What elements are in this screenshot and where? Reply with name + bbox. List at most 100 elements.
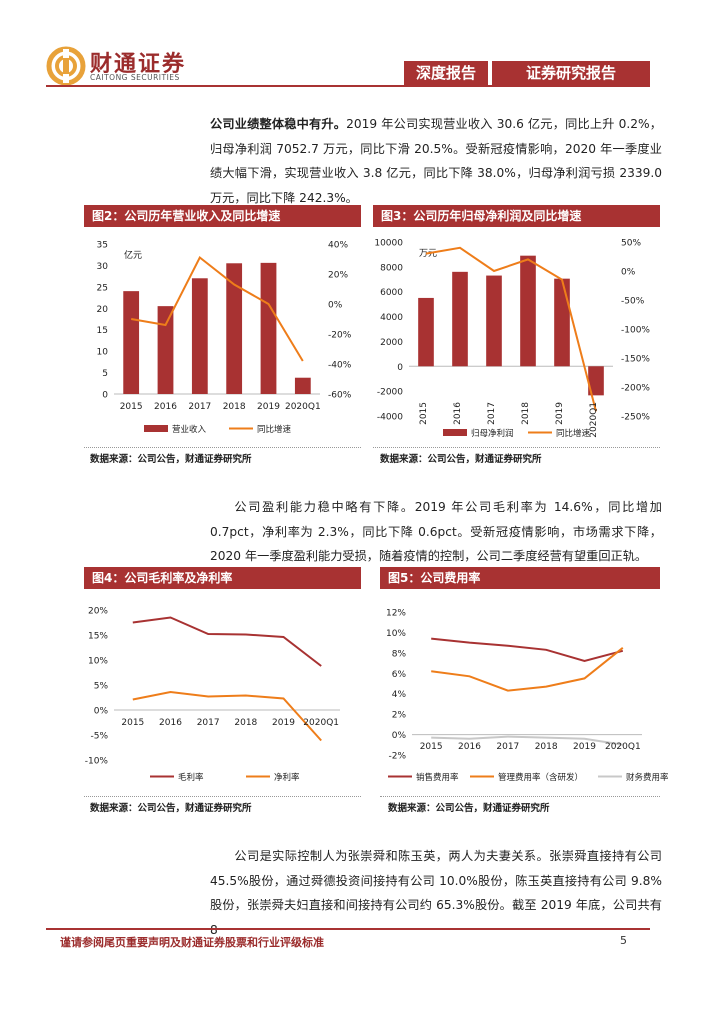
report-type-tag: 深度报告 <box>404 61 488 85</box>
y-tick-label: 4000 <box>380 313 403 323</box>
x-tick-label: 2018 <box>535 742 558 752</box>
x-tick-label: 2019 <box>573 742 596 752</box>
bar-2020Q1 <box>588 366 604 396</box>
legend-label: 归母净利润 <box>471 428 514 439</box>
fig5-title: 图5：公司费用率 <box>380 567 660 589</box>
legend-label: 管理费用率（含研发） <box>498 772 583 783</box>
x-tick-label: 2017 <box>496 742 519 752</box>
y-tick-label: 20% <box>88 607 108 617</box>
fig4-chart: -10% -5% 0% 5% 10% 15% 20% 2015 2016 2017 2018 2019… <box>85 607 340 783</box>
bar-2019 <box>260 262 277 394</box>
y2-tick-label: -40% <box>328 361 352 371</box>
bar-2018 <box>520 255 536 367</box>
legend-label: 毛利率 <box>178 772 204 783</box>
paragraph-profitability: 公司盈利能力稳中略有下降。2019 年公司毛利率为 14.6%，同比增加 0.7… <box>210 500 662 563</box>
x-tick-label: 2019 <box>257 402 280 412</box>
y2-tick-label: -100% <box>621 326 650 336</box>
fig3-divider <box>373 447 660 448</box>
series-line-同比增速 <box>131 255 304 362</box>
bar-2020Q1 <box>294 377 311 394</box>
page-number: 5 <box>620 934 627 947</box>
company-logo <box>46 46 86 86</box>
fig2-chart: 0 5 10 15 20 25 30 35 -60% -40% -20% 0% 20% 40% 亿元 2015… <box>97 241 352 436</box>
paragraph-body: 2019 年公司实现营业收入 30.6 亿元，同比上升 0.2%，归母净利润 7… <box>210 117 662 205</box>
y-tick-label: 5% <box>94 682 109 692</box>
y-tick-label: 10% <box>88 657 108 667</box>
x-tick-label: 2020Q1 <box>605 742 641 752</box>
y-tick-label: 12% <box>386 609 406 619</box>
y-tick-label: 20 <box>97 305 109 315</box>
y-tick-label: 35 <box>97 241 108 251</box>
y-tick-label: 0% <box>94 707 109 717</box>
series-line-管理费用率（含研发） <box>431 647 624 692</box>
y-tick-label: -5% <box>90 732 108 742</box>
legend-label: 财务费用率 <box>626 772 668 783</box>
logo-icon <box>46 46 86 86</box>
legend-swatch <box>144 425 168 432</box>
y-tick-label: 2% <box>392 711 407 721</box>
x-tick-label: 2015 <box>120 402 143 412</box>
fig3-source: 数据来源：公司公告，财通证券研究所 <box>380 454 542 465</box>
y2-tick-label: -20% <box>328 331 352 341</box>
footer-rule <box>46 928 650 930</box>
x-tick-label: 2015 <box>419 402 429 425</box>
y-tick-label: 8000 <box>380 263 403 273</box>
y-tick-label: 0 <box>397 363 403 373</box>
y-tick-label: 6% <box>392 670 407 680</box>
series-line-净利率 <box>132 690 322 742</box>
y-tick-label: -2% <box>388 752 406 762</box>
x-tick-label: 2016 <box>453 402 463 425</box>
x-tick-label: 2017 <box>197 718 220 728</box>
y2-tick-label: 0% <box>328 301 343 311</box>
x-tick-label: 2019 <box>272 718 295 728</box>
y-tick-label: -4000 <box>377 413 403 423</box>
x-tick-label: 2016 <box>159 718 182 728</box>
fig5-chart: -2% 0% 2% 4% 6% 8% 10% 12% 2015 2016 2017 2018 2019 2… <box>386 609 668 784</box>
series-line-毛利率 <box>132 616 322 667</box>
x-tick-label: 2020Q1 <box>285 402 321 412</box>
logo-cn: 财通证券 <box>90 52 187 77</box>
y2-tick-label: -200% <box>621 384 650 394</box>
x-tick-label: 2020Q1 <box>589 402 599 438</box>
y-tick-label: 0% <box>392 731 407 741</box>
fig4-source: 数据来源：公司公告，财通证券研究所 <box>90 803 252 814</box>
series-line-财务费用率 <box>431 735 623 746</box>
footer-disclaimer: 谨请参阅尾页重要声明及财通证券股票和行业评级标准 <box>60 936 324 949</box>
y2-tick-label: -50% <box>621 297 645 307</box>
y2-tick-label: 40% <box>328 241 348 251</box>
fig5-source: 数据来源：公司公告，财通证券研究所 <box>388 803 550 814</box>
header-rule <box>46 85 650 87</box>
paragraph-performance: 公司业绩整体稳中有升。2019 年公司实现营业收入 30.6 亿元，同比上升 0… <box>210 112 662 210</box>
bar-2016 <box>452 271 468 367</box>
y-tick-label: 15% <box>88 632 108 642</box>
paragraph-lead: 公司业绩整体稳中有升。 <box>210 117 347 131</box>
report-category-tag: 证券研究报告 <box>492 61 650 85</box>
x-tick-label: 2018 <box>234 718 257 728</box>
unit-label: 亿元 <box>124 249 142 261</box>
fig2-title: 图2：公司历年营业收入及同比增速 <box>84 205 361 227</box>
fig3-title: 图3：公司历年归母净利润及同比增速 <box>373 205 660 227</box>
x-tick-label: 2016 <box>458 742 481 752</box>
x-tick-label: 2018 <box>223 402 246 412</box>
bar-2017 <box>486 275 502 367</box>
fig3-chart: -4000 -2000 0 2000 4000 6000 8000 10000 -250% -20… <box>374 239 650 440</box>
y2-tick-label: 20% <box>328 271 348 281</box>
logo-en: CAITONG SECURITIES <box>90 73 180 82</box>
y-tick-label: 5 <box>102 369 108 379</box>
series-line-销售费用率 <box>431 637 624 663</box>
x-tick-label: 2020Q1 <box>303 718 339 728</box>
y-tick-label: 4% <box>392 690 407 700</box>
x-tick-label: 2015 <box>420 742 443 752</box>
bar-2015 <box>123 291 140 394</box>
legend-label: 净利率 <box>274 772 300 783</box>
x-tick-label: 2017 <box>188 402 211 412</box>
y2-tick-label: -150% <box>621 355 650 365</box>
y-tick-label: 15 <box>97 326 108 336</box>
y-tick-label: 0 <box>102 391 108 401</box>
fig4-divider <box>84 796 361 797</box>
y-tick-label: 2000 <box>380 338 403 348</box>
bar-2018 <box>226 263 243 394</box>
bar-2017 <box>191 278 208 394</box>
series-line-同比增速 <box>425 246 597 412</box>
y2-tick-label: -250% <box>621 413 650 423</box>
